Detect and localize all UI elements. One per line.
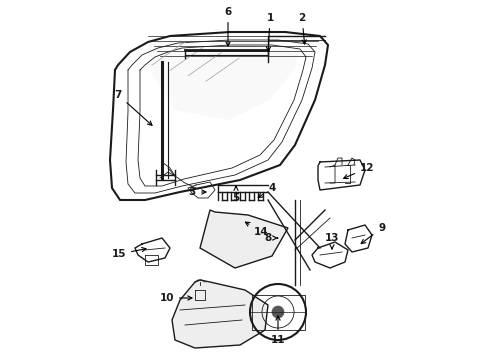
Text: 15: 15 [112, 247, 146, 259]
Text: 10: 10 [160, 293, 192, 303]
Text: 7: 7 [115, 90, 152, 125]
Text: 1: 1 [267, 13, 273, 51]
Circle shape [272, 306, 284, 318]
Text: 5: 5 [232, 186, 240, 203]
Polygon shape [172, 280, 268, 348]
Text: 12: 12 [343, 163, 374, 179]
Polygon shape [200, 210, 288, 268]
Text: 14: 14 [245, 222, 269, 237]
Text: 6: 6 [224, 7, 232, 46]
Text: 2: 2 [298, 13, 306, 44]
Text: 9: 9 [361, 223, 385, 244]
Text: 3: 3 [189, 187, 206, 197]
Text: 8: 8 [265, 233, 278, 243]
Text: 13: 13 [325, 233, 339, 249]
Text: 4: 4 [258, 183, 275, 198]
Text: 11: 11 [271, 316, 285, 345]
Polygon shape [148, 38, 299, 120]
